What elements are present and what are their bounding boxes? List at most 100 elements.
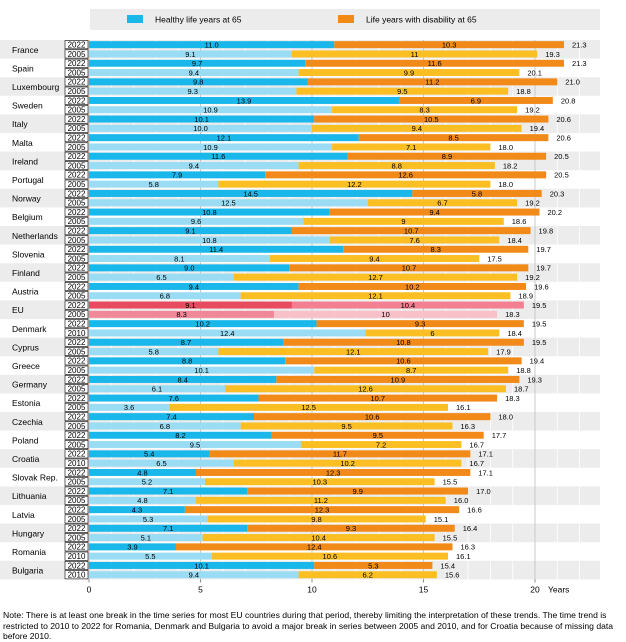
total-value-label: 18.9 (518, 292, 533, 301)
healthy-value-label: 5.5 (145, 552, 155, 561)
healthy-bar (89, 534, 203, 542)
country-label: Sweden (12, 101, 43, 111)
year-box (64, 393, 89, 403)
healthy-value-label: 13.9 (237, 96, 252, 105)
country-label: Belgium (12, 212, 43, 222)
healthy-value-label: 6.1 (152, 385, 162, 394)
total-value-label: 15.5 (443, 533, 458, 542)
year-box (64, 542, 89, 552)
disability-bar (298, 571, 437, 579)
disability-value-label: 6.2 (363, 571, 373, 580)
year-label: 2022 (68, 487, 86, 496)
healthy-bar (89, 143, 333, 151)
year-label: 2022 (68, 96, 86, 105)
disability-value-label: 10.6 (323, 552, 338, 561)
healthy-bar (89, 301, 292, 309)
healthy-bar (89, 478, 205, 486)
year-box (64, 356, 89, 366)
healthy-value-label: 5.4 (144, 450, 154, 459)
total-value-label: 18.0 (498, 180, 513, 189)
healthy-value-label: 6.8 (160, 422, 170, 431)
healthy-value-label: 10.1 (194, 561, 209, 570)
year-box (64, 477, 89, 487)
year-label: 2022 (68, 264, 86, 273)
healthy-bar (89, 124, 312, 132)
healthy-value-label: 9.0 (184, 264, 194, 273)
disability-bar (247, 487, 469, 495)
healthy-value-label: 9.1 (185, 301, 195, 310)
year-box (64, 226, 89, 236)
disability-value-label: 10.3 (313, 478, 328, 487)
year-box (64, 347, 89, 356)
disability-bar (314, 115, 549, 123)
total-value-label: 19.4 (530, 124, 545, 133)
disability-value-label: 8.8 (392, 161, 402, 170)
total-value-label: 18.3 (505, 310, 520, 319)
country-label: Romania (12, 547, 46, 557)
year-box (64, 570, 89, 580)
total-value-label: 21.3 (572, 59, 587, 68)
year-label: 2022 (68, 152, 86, 161)
disability-bar (240, 422, 453, 430)
year-box (64, 309, 89, 319)
disability-bar (332, 106, 518, 114)
year-box (64, 244, 89, 254)
healthy-value-label: 6.8 (160, 292, 170, 301)
disability-value-label: 5.8 (472, 189, 482, 198)
disability-value-label: 11.2 (314, 496, 328, 505)
healthy-value-label: 10.2 (195, 320, 210, 329)
healthy-bar (89, 236, 330, 244)
year-box (64, 216, 89, 226)
total-value-label: 18.0 (498, 143, 513, 152)
disability-value-label: 8.5 (448, 134, 458, 143)
disability-bar (334, 41, 564, 49)
total-value-label: 19.5 (532, 338, 547, 347)
disability-value-label: 9 (401, 217, 405, 226)
year-label: 2005 (68, 366, 86, 375)
disability-bar (209, 450, 471, 458)
country-label: Slovenia (12, 249, 45, 259)
year-box (64, 430, 89, 440)
total-value-label: 20.6 (556, 134, 571, 143)
healthy-bar (89, 115, 315, 123)
disability-value-label: 12.6 (398, 171, 413, 180)
total-value-label: 18.4 (507, 236, 522, 245)
year-box (64, 458, 89, 468)
country-label: Italy (12, 119, 28, 129)
year-label: 2010 (68, 329, 86, 338)
disability-value-label: 6.7 (437, 199, 447, 208)
disability-value-label: 8.3 (431, 245, 441, 254)
healthy-bar (89, 403, 170, 411)
disability-value-label: 10.5 (424, 115, 439, 124)
year-label: 2022 (68, 189, 86, 198)
total-value-label: 18.3 (505, 394, 520, 403)
healthy-bar (89, 422, 241, 430)
total-value-label: 15.5 (443, 478, 458, 487)
year-box (64, 235, 89, 245)
year-label: 2022 (68, 320, 86, 329)
healthy-bar (89, 59, 306, 67)
disability-bar (265, 171, 547, 179)
total-value-label: 19.7 (536, 245, 551, 254)
total-value-label: 16.4 (463, 524, 478, 533)
disability-bar (276, 375, 520, 383)
disability-value-label: 8.3 (419, 106, 429, 115)
total-value-label: 17.5 (487, 254, 502, 263)
year-label: 2005 (68, 87, 86, 96)
healthy-bar (89, 245, 344, 253)
total-value-label: 18.4 (507, 329, 522, 338)
year-label: 2005 (68, 161, 86, 170)
year-label: 2005 (68, 180, 86, 189)
total-value-label: 20.3 (550, 189, 565, 198)
year-label: 2005 (68, 236, 86, 245)
year-box (64, 105, 89, 115)
disability-value-label: 10.6 (396, 357, 411, 366)
country-label: Norway (12, 194, 42, 204)
disability-value-label: 12.7 (368, 273, 383, 282)
disability-value-label: 12.5 (301, 403, 316, 412)
healthy-bar (89, 459, 234, 467)
total-value-label: 19.2 (525, 199, 540, 208)
country-label: Cyprus (12, 342, 39, 352)
disability-bar (269, 255, 480, 263)
healthy-value-label: 8.3 (176, 310, 186, 319)
